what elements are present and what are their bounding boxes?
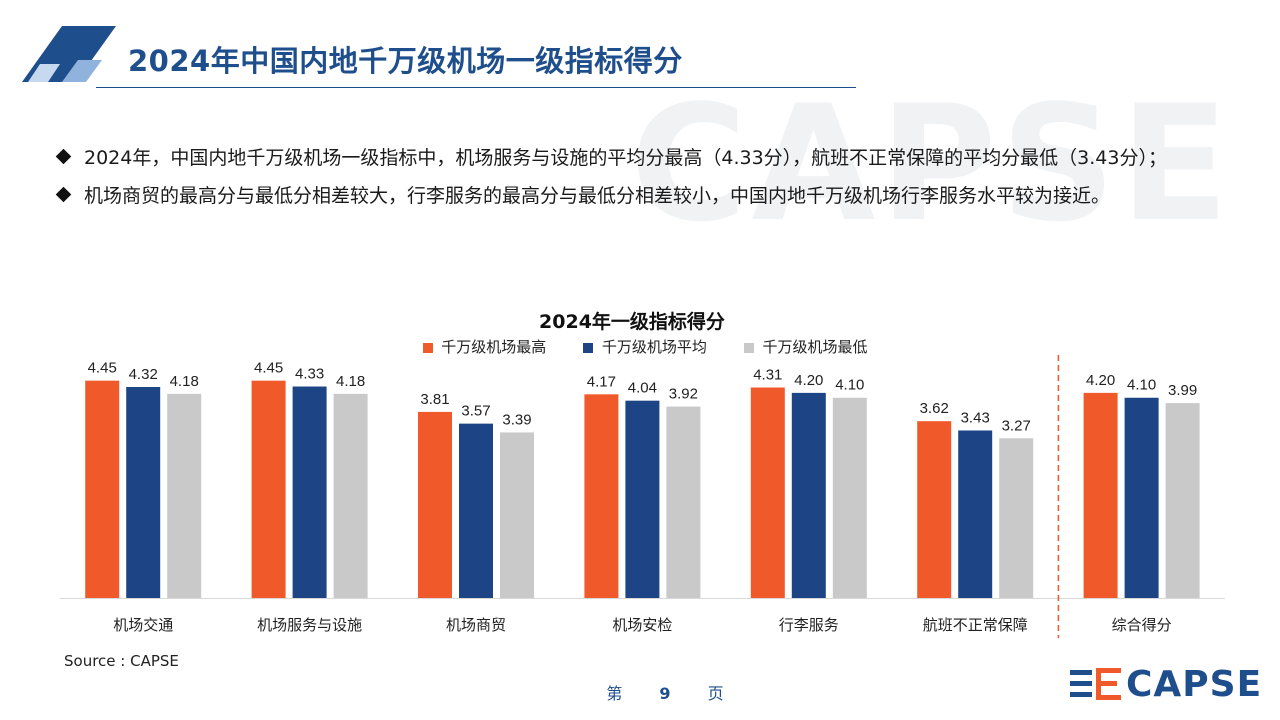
data-label: 3.39 (502, 411, 531, 428)
title-divider (96, 87, 856, 88)
data-label: 3.27 (1002, 417, 1031, 434)
data-label: 4.32 (129, 366, 158, 383)
data-label: 4.10 (1127, 377, 1156, 394)
data-label: 4.18 (336, 373, 365, 390)
data-label: 4.45 (254, 360, 283, 377)
logo-mark-icon (1070, 668, 1121, 700)
category-label: 综合得分 (1112, 616, 1172, 634)
category-label: 机场服务与设施 (257, 616, 362, 634)
data-label: 3.92 (669, 386, 698, 403)
category-label: 机场安检 (612, 616, 672, 634)
data-label: 3.57 (461, 403, 490, 420)
capse-logo: CAPSE (1068, 663, 1263, 705)
bullet-text: 机场商贸的最高分与最低分相差较大，行李服务的最高分与最低分相差较小，中国内地千万… (84, 185, 1111, 207)
data-label: 3.99 (1168, 382, 1197, 399)
bar (666, 406, 701, 598)
legend-label: 千万级机场最高 (441, 338, 547, 356)
bar (584, 394, 619, 598)
bullet-item: 机场商贸的最高分与最低分相差较大，行李服务的最高分与最低分相差较小，中国内地千万… (55, 180, 1216, 212)
bar (418, 411, 452, 598)
diamond-bullet-icon (55, 148, 72, 165)
data-label: 4.20 (794, 372, 823, 389)
data-label: 4.33 (295, 366, 324, 383)
legend-swatch (743, 342, 754, 353)
bar (1165, 403, 1200, 598)
data-label: 4.18 (170, 373, 199, 390)
bullet-item: 2024年，中国内地千万级机场一级指标中，机场服务与设施的平均分最高（4.33分… (55, 142, 1216, 174)
bar (958, 430, 993, 598)
legend-label: 千万级机场最低 (762, 338, 868, 356)
page-indicator: 第 9 页 (0, 680, 1280, 704)
bar (917, 421, 952, 598)
legend-swatch (583, 342, 594, 353)
data-label: 3.43 (961, 409, 990, 426)
data-label: 4.20 (1086, 372, 1115, 389)
bar (459, 423, 493, 598)
page-number: 9 (659, 684, 671, 703)
bar (292, 386, 327, 598)
category-label: 行李服务 (779, 616, 839, 634)
bar (832, 397, 867, 598)
data-label: 4.31 (753, 366, 782, 383)
page-suffix: 页 (707, 684, 724, 703)
category-label: 机场商贸 (446, 616, 506, 634)
bar-chart: 4.45 4.32 4.18 机场交通 4.45 4.33 4.18 机场服务与设施 3.81 3… (60, 355, 1225, 638)
page-title: 2024年中国内地千万级机场一级指标得分 (128, 44, 683, 78)
diamond-bullet-icon (55, 186, 72, 203)
bar (999, 438, 1034, 598)
bar (1083, 392, 1118, 598)
legend-label: 千万级机场平均 (601, 338, 707, 356)
bar (750, 387, 785, 598)
bar (500, 432, 534, 598)
bar (85, 380, 120, 598)
data-label: 4.04 (628, 380, 657, 397)
page-prefix: 第 (606, 684, 623, 703)
bar (625, 400, 660, 598)
legend-item: 千万级机场最低 (743, 336, 868, 357)
header-stripes-icon (22, 26, 116, 82)
logo-text: CAPSE (1126, 663, 1263, 705)
chart-title: 2024年一级指标得分 (539, 311, 725, 333)
category-label: 机场交通 (113, 616, 173, 634)
legend-item: 千万级机场最高 (422, 336, 547, 357)
data-label: 4.10 (835, 377, 864, 394)
bar (1124, 397, 1159, 598)
bar (126, 387, 161, 598)
data-label: 4.45 (88, 360, 117, 377)
bar (333, 393, 368, 598)
legend-item: 千万级机场平均 (583, 336, 707, 357)
chart-legend: 千万级机场最高 千万级机场平均 千万级机场最低 (0, 336, 1280, 357)
bullet-text: 2024年，中国内地千万级机场一级指标中，机场服务与设施的平均分最高（4.33分… (84, 147, 1167, 169)
data-label: 3.62 (920, 400, 949, 417)
category-label: 航班不正常保障 (923, 616, 1028, 634)
watermark: CAPSE (630, 70, 1234, 257)
source-note: Source : CAPSE (64, 652, 179, 670)
data-label: 3.81 (420, 391, 449, 408)
bullet-list: 2024年，中国内地千万级机场一级指标中，机场服务与设施的平均分最高（4.33分… (55, 142, 1216, 218)
bar (167, 393, 202, 598)
data-label: 4.17 (587, 373, 616, 390)
bar (251, 380, 286, 598)
legend-swatch (422, 342, 433, 353)
bar (791, 392, 826, 598)
